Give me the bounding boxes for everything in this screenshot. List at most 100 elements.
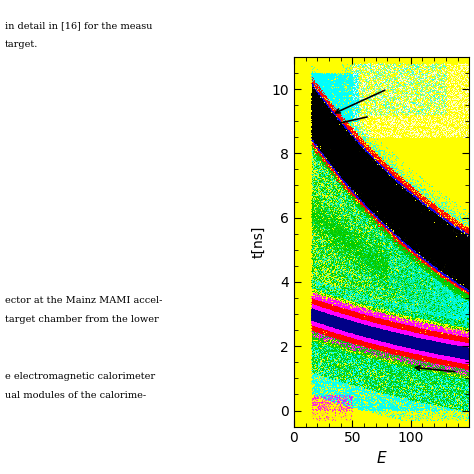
Point xyxy=(308,318,316,326)
Point xyxy=(459,245,467,253)
Point xyxy=(437,253,444,261)
Point xyxy=(342,160,350,168)
Point xyxy=(452,239,460,246)
Point xyxy=(453,338,461,346)
Point xyxy=(348,188,356,195)
Point xyxy=(451,385,458,393)
Point xyxy=(332,139,339,146)
Point xyxy=(319,118,327,125)
Point xyxy=(364,336,372,344)
Point xyxy=(328,342,336,350)
Point xyxy=(329,239,337,246)
Point xyxy=(383,272,390,279)
Point xyxy=(403,335,411,342)
Point xyxy=(333,152,341,159)
Point xyxy=(439,316,447,324)
Point xyxy=(366,165,374,173)
Point xyxy=(376,336,383,343)
Point xyxy=(377,334,384,341)
Point xyxy=(404,71,411,78)
Point xyxy=(465,233,473,240)
Point xyxy=(410,364,417,372)
Point xyxy=(368,176,376,183)
Point xyxy=(455,271,463,278)
Point xyxy=(335,342,342,349)
Point xyxy=(347,252,355,259)
Point xyxy=(310,414,318,422)
Point xyxy=(320,299,328,306)
Point xyxy=(334,314,342,321)
Point xyxy=(356,163,364,170)
Point xyxy=(314,314,321,321)
Point xyxy=(396,185,404,192)
Point xyxy=(433,238,440,246)
Point xyxy=(316,310,323,318)
Point xyxy=(331,155,339,163)
Point xyxy=(387,394,394,402)
Point xyxy=(425,104,432,112)
Point xyxy=(438,380,446,388)
Point xyxy=(372,175,380,183)
Point xyxy=(365,161,373,169)
Point xyxy=(312,98,320,105)
Point xyxy=(338,421,346,429)
Point xyxy=(321,310,329,318)
Point xyxy=(310,107,318,114)
Point xyxy=(456,258,464,265)
Point xyxy=(379,334,386,342)
Point xyxy=(361,330,368,337)
Point xyxy=(346,213,353,221)
Point xyxy=(410,357,418,365)
Point xyxy=(457,312,465,319)
Point xyxy=(370,211,377,219)
Point xyxy=(319,124,327,132)
Point xyxy=(318,251,326,258)
Point xyxy=(383,277,390,284)
Point xyxy=(319,319,327,327)
Point xyxy=(383,205,391,212)
Point xyxy=(326,269,334,276)
Point xyxy=(314,318,321,326)
Point xyxy=(351,101,359,109)
Point xyxy=(462,348,469,356)
Point xyxy=(422,308,429,316)
Point xyxy=(356,320,364,328)
Point xyxy=(392,337,400,345)
Point xyxy=(408,211,416,219)
Point xyxy=(411,225,419,232)
Point xyxy=(415,273,423,280)
Point xyxy=(387,328,394,335)
Point xyxy=(418,83,425,91)
Point xyxy=(455,308,463,315)
Point xyxy=(352,154,360,162)
Point xyxy=(445,391,453,399)
Point xyxy=(412,193,419,201)
Point xyxy=(437,409,444,416)
Point xyxy=(326,410,333,417)
Point xyxy=(401,200,409,207)
Point xyxy=(457,257,465,264)
Point xyxy=(319,315,327,323)
Point xyxy=(384,279,392,286)
Point xyxy=(402,334,410,341)
Point xyxy=(464,316,472,323)
Point xyxy=(455,283,463,291)
Point xyxy=(423,82,431,89)
Point xyxy=(463,255,471,263)
Point xyxy=(422,330,429,338)
Point xyxy=(358,411,365,419)
Point xyxy=(356,172,364,179)
Point xyxy=(390,209,397,216)
Point xyxy=(391,278,398,285)
Point xyxy=(319,259,326,266)
Point xyxy=(309,126,317,133)
Point xyxy=(359,165,366,173)
Point xyxy=(386,329,394,337)
Point xyxy=(437,69,445,77)
Point xyxy=(345,171,353,178)
Point xyxy=(337,397,344,404)
Point xyxy=(391,117,398,125)
Point xyxy=(322,85,329,92)
Point xyxy=(352,316,360,324)
Point xyxy=(396,346,403,353)
